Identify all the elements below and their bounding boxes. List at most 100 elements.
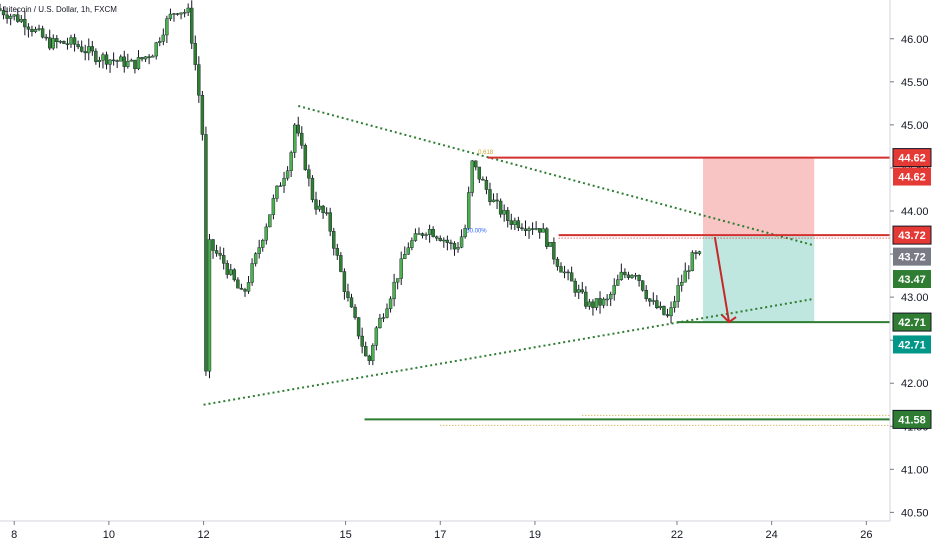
symbol-title: Litecoin / U.S. Dollar, 1h, FXCM bbox=[4, 5, 117, 14]
candle-body bbox=[65, 43, 70, 45]
candle-body bbox=[697, 251, 702, 254]
stop-zone bbox=[703, 157, 815, 236]
x-tick-label: 24 bbox=[766, 529, 778, 541]
candle-body bbox=[420, 233, 425, 236]
candle-body bbox=[527, 228, 531, 231]
candle-body bbox=[552, 242, 556, 260]
candle-body bbox=[566, 271, 570, 274]
candle-body bbox=[474, 160, 478, 168]
candle-body bbox=[83, 51, 87, 54]
candle-body bbox=[456, 247, 460, 250]
candle-body bbox=[268, 214, 272, 228]
y-tick-label: 46.00 bbox=[901, 34, 929, 46]
candle-body bbox=[360, 335, 364, 347]
candle-body bbox=[172, 13, 176, 15]
candle-body bbox=[640, 280, 645, 291]
candle-body bbox=[388, 298, 393, 310]
triangle-trendlines[interactable] bbox=[203, 104, 815, 406]
candle-body bbox=[40, 28, 45, 38]
price-tags: 44.62 44.62 43.72 43.72 43.47 42.71 42.71 41.58 bbox=[892, 148, 932, 429]
candle-body bbox=[324, 212, 329, 214]
candle-body bbox=[165, 18, 169, 36]
x-tick-label: 15 bbox=[339, 529, 351, 541]
y-tick-label: 40.50 bbox=[901, 507, 929, 519]
candle-body bbox=[147, 56, 151, 58]
candle-body bbox=[545, 228, 549, 247]
candle-body bbox=[498, 200, 503, 215]
candle-body bbox=[253, 253, 258, 264]
price-tag-bg bbox=[892, 148, 932, 168]
candle-body bbox=[282, 177, 286, 186]
price-tag-label: 43.47 bbox=[898, 274, 926, 286]
projection-arrow[interactable] bbox=[713, 236, 737, 324]
candle-body bbox=[292, 124, 297, 153]
x-tick-label: 10 bbox=[103, 529, 115, 541]
time-axis[interactable]: 8 10 12 15 17 19 22 24 26 bbox=[11, 521, 872, 541]
candle-body bbox=[481, 178, 485, 181]
candle-body bbox=[207, 239, 212, 372]
candle-body bbox=[484, 180, 489, 190]
fib-labels: 0.618 50.00% bbox=[466, 150, 494, 234]
arrow-head bbox=[721, 314, 737, 324]
candle-body bbox=[346, 291, 350, 298]
candle-body bbox=[495, 199, 499, 202]
x-tick-label: 17 bbox=[434, 529, 446, 541]
candle-body bbox=[97, 60, 102, 62]
candle-body bbox=[193, 43, 197, 65]
candle-body bbox=[303, 145, 308, 170]
candle-body bbox=[644, 290, 648, 299]
candle-body bbox=[655, 300, 659, 309]
candle-body bbox=[349, 297, 354, 308]
candle-body bbox=[250, 263, 254, 283]
candle-body bbox=[204, 134, 208, 372]
candle-body bbox=[314, 199, 318, 210]
candle-body bbox=[90, 46, 95, 52]
price-tag-bg bbox=[893, 270, 931, 289]
candle-body bbox=[16, 14, 20, 22]
fib-label: 0.618 bbox=[478, 150, 494, 156]
candle-body bbox=[687, 270, 691, 272]
candle-body bbox=[676, 285, 680, 302]
candle-body bbox=[399, 258, 403, 279]
candle-body bbox=[126, 61, 130, 67]
candle-body bbox=[424, 234, 428, 236]
candle-body bbox=[353, 306, 357, 318]
candle-body bbox=[136, 57, 141, 70]
candle-body bbox=[637, 275, 641, 281]
candle-body bbox=[651, 300, 655, 302]
candle-body bbox=[211, 239, 215, 251]
candle-body bbox=[321, 205, 325, 214]
candle-body bbox=[662, 305, 666, 315]
candle-body bbox=[335, 248, 340, 256]
candle-body bbox=[264, 226, 268, 241]
candle-body bbox=[395, 278, 400, 283]
y-tick-label: 44.00 bbox=[901, 206, 929, 218]
candle-body bbox=[158, 41, 162, 43]
price-tag-bg bbox=[893, 335, 931, 354]
candle-body bbox=[612, 285, 616, 295]
candle-body bbox=[133, 59, 137, 70]
candle-body bbox=[108, 59, 112, 65]
candle-body bbox=[520, 227, 524, 230]
candle-body bbox=[417, 233, 421, 235]
candle-body bbox=[413, 233, 418, 241]
price-tag-bg bbox=[893, 167, 931, 186]
candle-body bbox=[317, 205, 322, 210]
horizontal-levels[interactable] bbox=[364, 156, 890, 426]
candle-body bbox=[406, 247, 411, 255]
candle-body bbox=[328, 212, 332, 232]
candle-body bbox=[122, 56, 126, 67]
candle-body bbox=[214, 250, 219, 254]
target-zone bbox=[703, 235, 815, 323]
candle-body bbox=[94, 50, 98, 62]
candle-body bbox=[449, 242, 453, 244]
price-tag-label: 43.72 bbox=[898, 252, 926, 264]
candle-body bbox=[285, 170, 290, 179]
candle-body bbox=[218, 253, 222, 256]
candle-body bbox=[339, 255, 343, 272]
candle-body bbox=[559, 266, 563, 273]
candle-body bbox=[403, 254, 407, 260]
candle-body bbox=[442, 239, 446, 242]
candle-body bbox=[101, 54, 105, 61]
